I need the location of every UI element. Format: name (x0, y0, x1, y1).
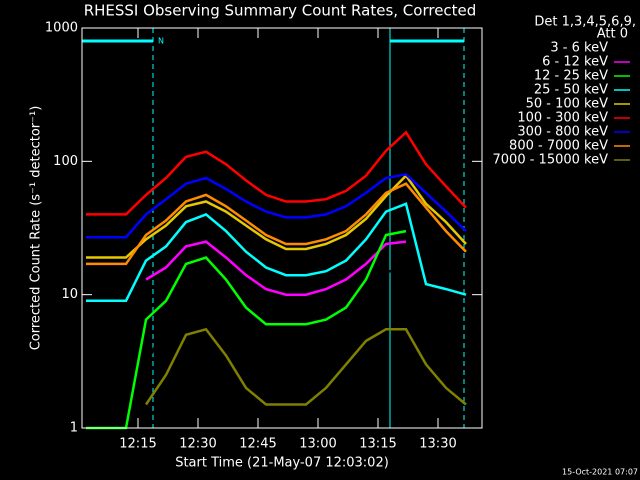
x-tick-label: 12:30 (179, 437, 216, 452)
chart-title: RHESSI Observing Summary Count Rates, Co… (84, 2, 477, 20)
series-line (86, 202, 467, 303)
legend-label: 6 - 12 keV (542, 55, 608, 70)
night-label: N (158, 37, 164, 46)
legend-label: 800 - 7000 keV (509, 139, 608, 154)
footer: 15-Oct-2021 07:07 (562, 468, 638, 477)
series-line (86, 173, 467, 259)
series-line (144, 327, 467, 406)
x-tick-label: 12:45 (239, 437, 276, 452)
series-line (86, 182, 467, 266)
y-tick-label: 10 (61, 287, 78, 302)
series-line (86, 130, 467, 216)
series-line (145, 240, 407, 296)
plot-frame (81, 27, 483, 429)
legend-label: 12 - 25 keV (534, 69, 608, 84)
y-axis-label: Corrected Count Rate (s⁻¹ detector⁻¹) (29, 106, 44, 351)
y-tick-label: 1000 (45, 21, 78, 36)
y-tick-label: 1 (70, 421, 78, 436)
legend-title: Att 0 (597, 27, 628, 42)
legend-label: 50 - 100 keV (526, 97, 609, 112)
legend-label: 100 - 300 keV (517, 111, 608, 126)
series-line (86, 229, 407, 430)
legend-label: 25 - 50 keV (534, 83, 608, 98)
series-line (144, 269, 406, 365)
x-axis-label: Start Time (21-May-07 12:03:02) (175, 456, 389, 471)
legend-label: 300 - 800 keV (517, 125, 608, 140)
y-tick-label: 100 (53, 154, 78, 169)
series-line (86, 172, 467, 239)
legend-title: Det 1,3,4,5,6,9, (534, 15, 636, 30)
legend-label: 7000 - 15000 keV (493, 153, 609, 168)
x-tick-label: 13:30 (419, 437, 456, 452)
x-tick-label: 13:00 (299, 437, 336, 452)
x-tick-label: 12:15 (119, 437, 156, 452)
x-tick-label: 13:15 (359, 437, 396, 452)
legend-label: 3 - 6 keV (550, 41, 608, 56)
